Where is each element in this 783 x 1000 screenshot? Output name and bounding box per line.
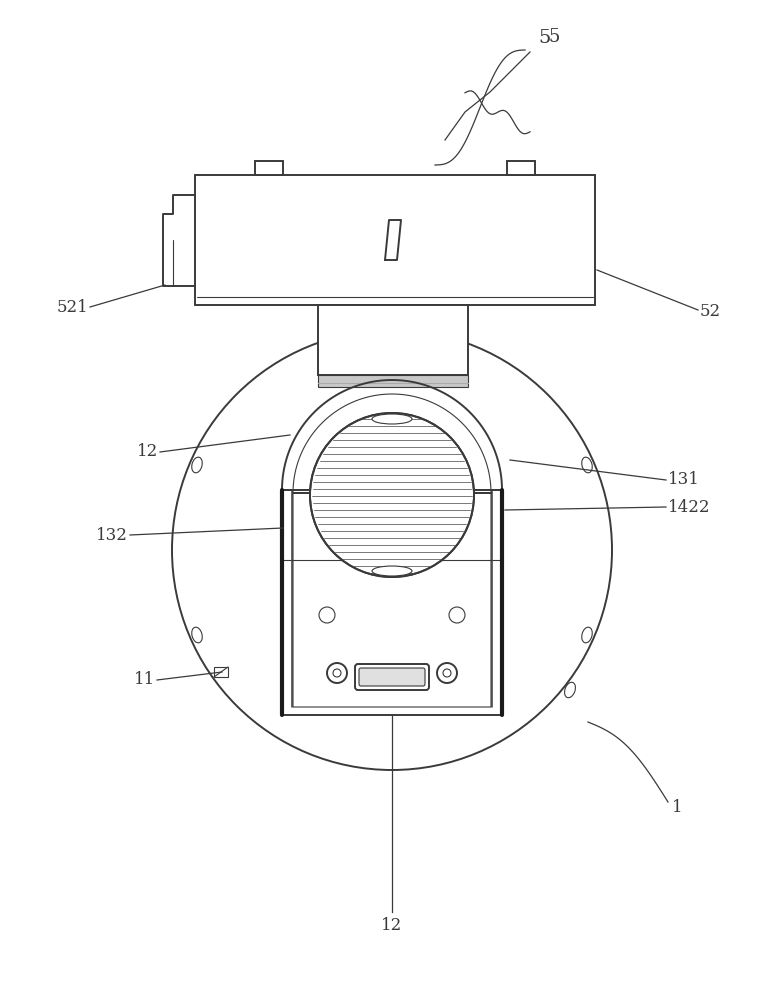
Ellipse shape — [192, 627, 202, 643]
Text: 5: 5 — [539, 29, 551, 47]
Circle shape — [310, 413, 474, 577]
Bar — [214, 667, 228, 677]
Circle shape — [319, 607, 335, 623]
Circle shape — [333, 669, 341, 677]
Bar — [318, 375, 468, 387]
Ellipse shape — [192, 457, 202, 473]
Text: 521: 521 — [56, 298, 88, 316]
Text: 131: 131 — [668, 472, 700, 488]
Circle shape — [443, 669, 451, 677]
Text: 11: 11 — [134, 672, 155, 688]
Bar — [507, 161, 535, 175]
Ellipse shape — [582, 457, 592, 473]
FancyBboxPatch shape — [355, 664, 429, 690]
Text: 1: 1 — [672, 798, 683, 816]
Bar — [195, 175, 595, 305]
Bar — [255, 161, 283, 175]
Text: 132: 132 — [96, 526, 128, 544]
Text: 12: 12 — [137, 444, 158, 460]
Text: 52: 52 — [700, 304, 721, 320]
FancyBboxPatch shape — [359, 668, 425, 686]
Ellipse shape — [372, 566, 412, 576]
Ellipse shape — [582, 627, 592, 643]
Text: 1422: 1422 — [668, 498, 710, 516]
Circle shape — [449, 607, 465, 623]
Bar — [318, 305, 468, 375]
Text: 12: 12 — [381, 916, 402, 934]
Text: 5: 5 — [548, 28, 559, 46]
Circle shape — [172, 330, 612, 770]
Circle shape — [437, 663, 457, 683]
Ellipse shape — [565, 682, 576, 698]
Ellipse shape — [372, 414, 412, 424]
Circle shape — [327, 663, 347, 683]
